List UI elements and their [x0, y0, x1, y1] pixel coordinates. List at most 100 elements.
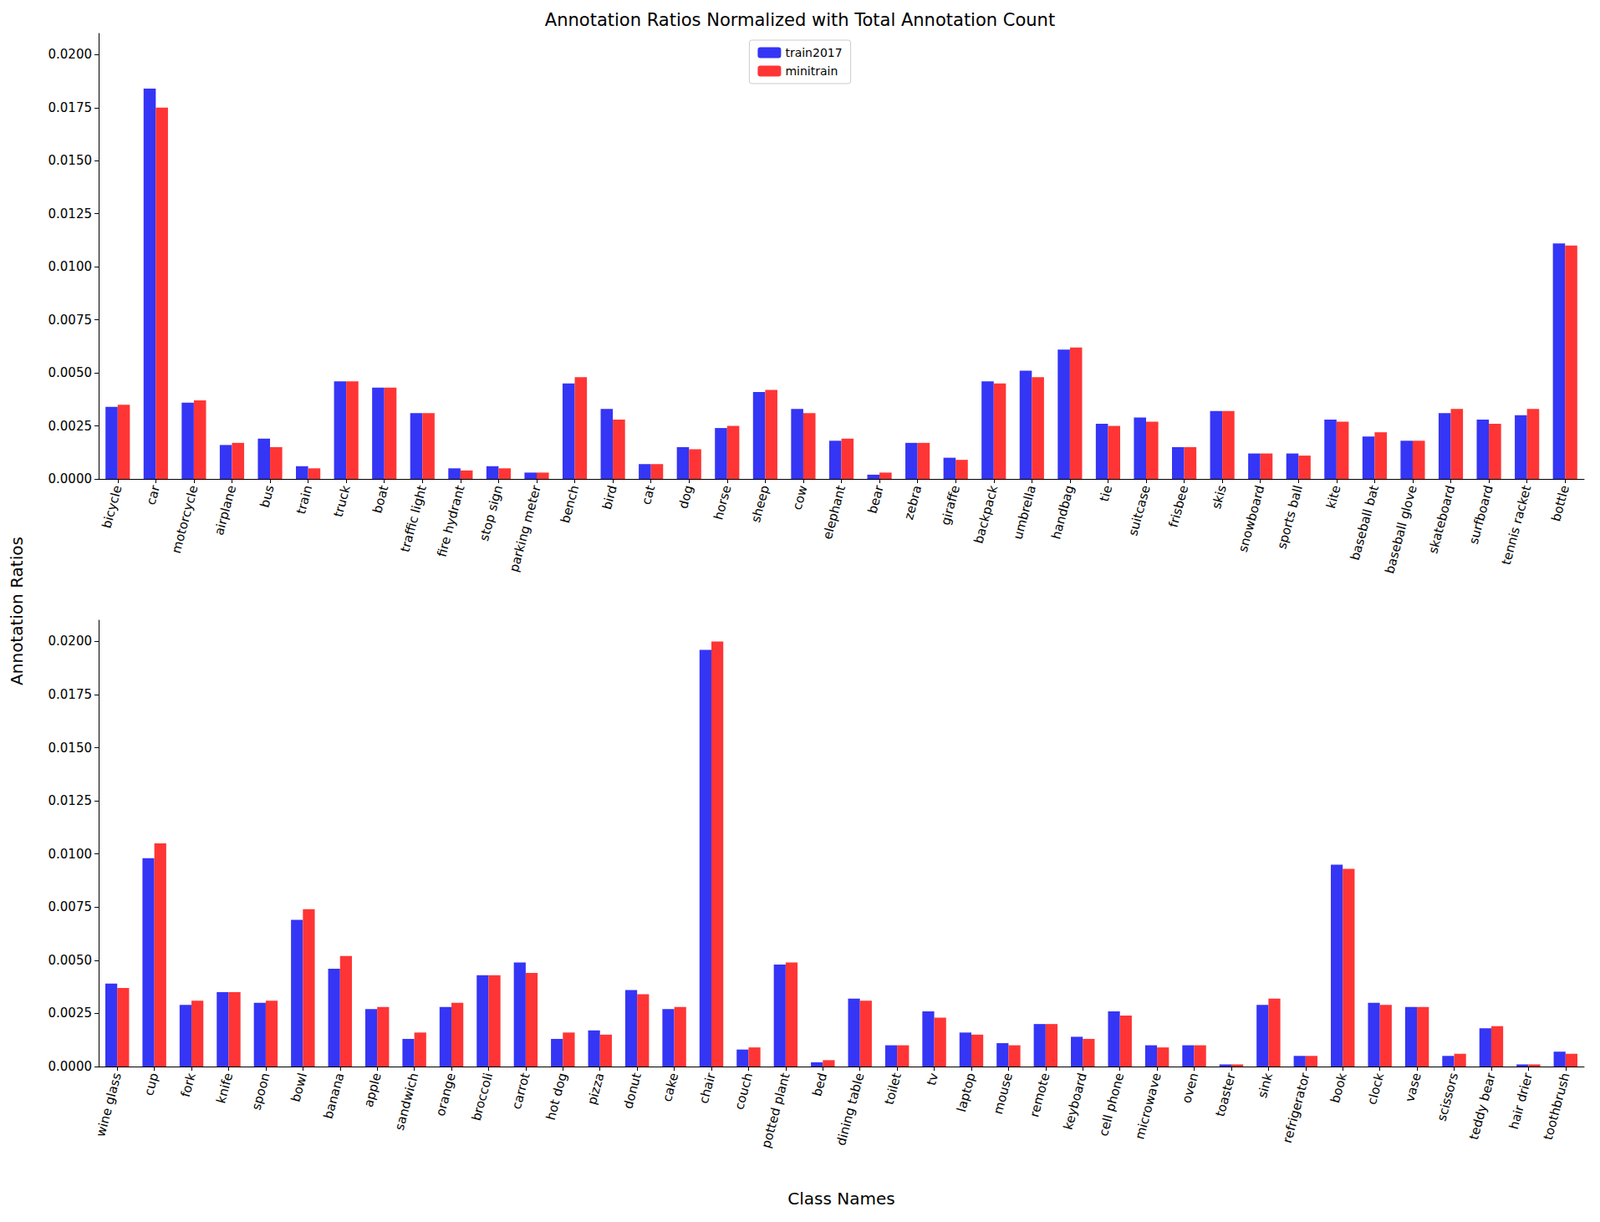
- svg-text:bed: bed: [809, 1071, 831, 1099]
- svg-text:dining table: dining table: [833, 1071, 867, 1148]
- svg-text:baseball glove: baseball glove: [1381, 484, 1420, 576]
- svg-text:Annotation Ratios Normalized w: Annotation Ratios Normalized with Total …: [545, 10, 1055, 31]
- svg-text:knife: knife: [213, 1071, 236, 1106]
- svg-text:sandwich: sandwich: [392, 1071, 423, 1132]
- svg-text:cat: cat: [638, 484, 658, 507]
- svg-text:potted plant: potted plant: [758, 1071, 793, 1151]
- svg-text:keyboard: keyboard: [1060, 1071, 1091, 1132]
- svg-text:vase: vase: [1401, 1071, 1424, 1105]
- svg-text:kite: kite: [1323, 484, 1345, 511]
- svg-text:skis: skis: [1208, 483, 1230, 510]
- svg-text:banana: banana: [321, 1071, 348, 1122]
- svg-text:donut: donut: [620, 1071, 645, 1111]
- svg-text:tie: tie: [1096, 484, 1116, 504]
- svg-text:train2017: train2017: [784, 45, 842, 60]
- svg-text:handbag: handbag: [1048, 484, 1077, 541]
- svg-text:sink: sink: [1254, 1070, 1276, 1100]
- svg-text:bear: bear: [865, 483, 887, 515]
- svg-text:zebra: zebra: [901, 484, 925, 522]
- svg-text:refrigerator: refrigerator: [1279, 1070, 1314, 1146]
- svg-text:surfboard: surfboard: [1466, 484, 1497, 546]
- svg-text:airplane: airplane: [211, 484, 240, 538]
- svg-text:baseball bat: baseball bat: [1347, 484, 1382, 563]
- svg-text:mouse: mouse: [990, 1071, 1016, 1116]
- svg-text:0.0200: 0.0200: [48, 46, 93, 62]
- svg-text:pizza: pizza: [584, 1071, 607, 1107]
- svg-text:tv: tv: [923, 1071, 942, 1088]
- svg-text:remote: remote: [1026, 1071, 1053, 1120]
- svg-text:0.0000: 0.0000: [48, 1059, 93, 1075]
- svg-text:cow: cow: [789, 484, 811, 512]
- svg-text:umbrella: umbrella: [1009, 484, 1040, 542]
- svg-text:bicycle: bicycle: [99, 484, 126, 530]
- svg-text:spoon: spoon: [249, 1071, 274, 1112]
- svg-text:horse: horse: [710, 484, 734, 522]
- svg-text:toothbrush: toothbrush: [1540, 1071, 1574, 1142]
- svg-text:0.0175: 0.0175: [48, 100, 93, 116]
- svg-text:microwave: microwave: [1131, 1071, 1165, 1142]
- svg-text:cake: cake: [659, 1071, 682, 1104]
- svg-text:bench: bench: [557, 484, 582, 525]
- svg-text:0.0175: 0.0175: [48, 687, 93, 703]
- svg-text:cup: cup: [141, 1071, 162, 1098]
- svg-text:elephant: elephant: [820, 484, 850, 542]
- svg-text:bus: bus: [256, 483, 277, 510]
- svg-text:parking meter: parking meter: [506, 483, 545, 574]
- svg-text:carrot: carrot: [509, 1071, 534, 1112]
- svg-text:0.0125: 0.0125: [48, 206, 93, 222]
- svg-text:snowboard: snowboard: [1235, 484, 1269, 555]
- svg-text:car: car: [143, 483, 164, 507]
- svg-text:stop sign: stop sign: [476, 484, 506, 544]
- svg-text:0.0025: 0.0025: [48, 418, 93, 434]
- svg-text:0.0075: 0.0075: [48, 899, 93, 915]
- svg-text:toilet: toilet: [881, 1071, 904, 1107]
- svg-text:boat: boat: [369, 484, 392, 515]
- svg-text:0.0200: 0.0200: [48, 633, 93, 649]
- svg-text:truck: truck: [331, 483, 354, 519]
- svg-text:giraffe: giraffe: [937, 484, 964, 528]
- svg-text:cell phone: cell phone: [1095, 1071, 1127, 1139]
- svg-text:toaster: toaster: [1212, 1070, 1239, 1119]
- svg-text:0.0125: 0.0125: [48, 793, 93, 809]
- svg-text:teddy bear: teddy bear: [1466, 1070, 1499, 1142]
- svg-text:0.0150: 0.0150: [48, 740, 93, 756]
- svg-text:skateboard: skateboard: [1425, 484, 1458, 556]
- svg-text:hair drier: hair drier: [1506, 1070, 1536, 1132]
- svg-text:broccoli: broccoli: [468, 1071, 497, 1123]
- svg-text:minitrain: minitrain: [784, 64, 838, 78]
- svg-text:clock: clock: [1364, 1070, 1387, 1106]
- svg-text:hot dog: hot dog: [543, 1071, 571, 1122]
- svg-text:0.0150: 0.0150: [48, 152, 93, 169]
- svg-text:sports ball: sports ball: [1273, 484, 1306, 551]
- svg-text:fork: fork: [178, 1070, 199, 1099]
- svg-text:scissors: scissors: [1434, 1071, 1463, 1124]
- svg-text:0.0100: 0.0100: [48, 846, 93, 862]
- svg-text:traffic light: traffic light: [397, 484, 430, 555]
- svg-text:couch: couch: [731, 1071, 756, 1112]
- svg-text:laptop: laptop: [953, 1071, 979, 1115]
- svg-text:tennis racket: tennis racket: [1498, 484, 1535, 567]
- svg-text:0.0100: 0.0100: [48, 259, 93, 275]
- svg-text:dog: dog: [675, 484, 697, 511]
- svg-text:Annotation Ratios: Annotation Ratios: [6, 536, 27, 686]
- svg-text:fire hydrant: fire hydrant: [433, 484, 468, 560]
- svg-text:oven: oven: [1178, 1071, 1202, 1106]
- svg-text:0.0050: 0.0050: [48, 952, 93, 969]
- svg-text:frisbee: frisbee: [1166, 484, 1193, 530]
- svg-text:book: book: [1327, 1070, 1351, 1105]
- svg-text:Class Names: Class Names: [787, 1188, 895, 1209]
- svg-text:apple: apple: [361, 1071, 385, 1110]
- svg-text:backpack: backpack: [971, 483, 1002, 546]
- svg-text:bowl: bowl: [288, 1071, 311, 1105]
- svg-text:orange: orange: [433, 1071, 459, 1119]
- svg-text:bird: bird: [599, 484, 621, 512]
- svg-text:chair: chair: [696, 1070, 719, 1106]
- svg-text:bottle: bottle: [1548, 484, 1573, 524]
- svg-text:wine glass: wine glass: [92, 1070, 125, 1139]
- svg-text:0.0075: 0.0075: [48, 312, 93, 328]
- svg-text:suitcase: suitcase: [1125, 484, 1153, 538]
- svg-text:0.0000: 0.0000: [48, 471, 93, 487]
- svg-text:0.0050: 0.0050: [48, 365, 93, 381]
- svg-text:train: train: [293, 484, 316, 516]
- svg-text:motorcycle: motorcycle: [168, 484, 202, 556]
